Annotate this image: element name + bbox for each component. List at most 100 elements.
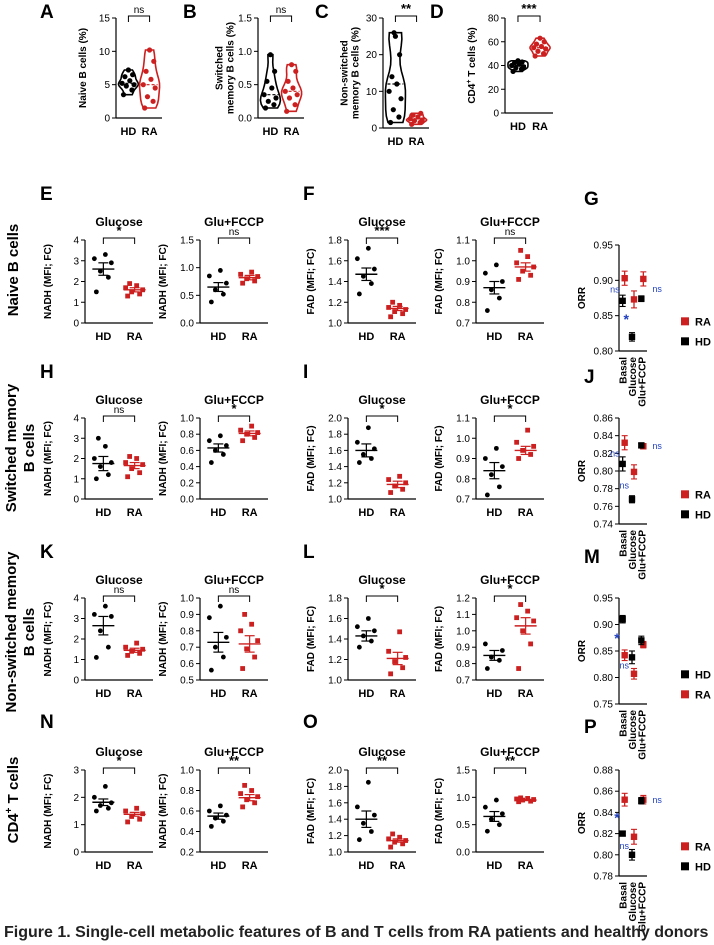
data-point-HD [105, 644, 111, 650]
data-point-RA [294, 92, 300, 98]
x-tick-label: RA [532, 121, 548, 133]
x-tick-label: RA [127, 860, 143, 872]
data-point-HD [484, 828, 490, 834]
data-point-RA [137, 816, 143, 822]
data-point-HD [208, 823, 214, 829]
orr-point-HD [619, 616, 626, 623]
x-tick-label: HD [95, 507, 111, 519]
y-axis-label: ORR [577, 811, 588, 834]
panel-letter: E [40, 184, 53, 205]
row-label-group: Switched memoryB cells [3, 383, 38, 512]
data-point-HD [220, 654, 226, 660]
data-point-RA [516, 666, 522, 671]
y-tick-label: 0.80 [594, 850, 614, 861]
data-point-HD [125, 67, 132, 73]
y-tick-label: 1 [73, 655, 79, 666]
x-tick-label: Glucose [628, 357, 639, 397]
data-point-RA [540, 51, 547, 57]
data-point-HD [488, 816, 494, 822]
data-point-HD [206, 808, 212, 814]
data-point-HD [354, 439, 360, 445]
x-tick-label: Glu+FCCP [637, 882, 648, 932]
data-point-HD [394, 81, 400, 87]
data-point-HD [217, 603, 223, 609]
legend-marker-HD [681, 510, 689, 519]
x-tick-label: HD [510, 121, 526, 133]
y-tick-label: 0.75 [594, 700, 614, 711]
y-tick-label: 40 [488, 61, 500, 72]
y-tick-label: 0.2 [180, 848, 194, 859]
data-point-RA [397, 302, 403, 308]
data-point-RA [531, 45, 537, 51]
significance-label: ** [401, 1, 412, 16]
panel-F2: 0.7 0.8 0.9 1.0 1.1 FAD (MFI; FC) Glu+FCCP HD RA… [434, 215, 544, 343]
panel-letter: N [40, 712, 54, 733]
data-point-HD [91, 256, 97, 262]
panel-letter: J [584, 367, 595, 388]
data-point-RA [238, 427, 244, 433]
data-point-RA [386, 477, 392, 482]
y-tick-label: 0.0 [180, 495, 194, 506]
y-tick-label: 20 [488, 85, 500, 96]
violin-HD [507, 59, 529, 73]
data-point-RA [240, 280, 246, 286]
data-point-HD [356, 291, 362, 297]
panel-letter: G [584, 189, 599, 210]
data-point-HD [220, 818, 226, 824]
y-tick-label: 3 [73, 256, 79, 267]
data-point-HD [519, 59, 525, 65]
data-point-RA [403, 480, 409, 486]
y-tick-label: 0.0 [238, 114, 252, 125]
y-axis-label: FAD (MFI; FC) [434, 425, 445, 491]
y-tick-label: 1.0 [456, 434, 470, 445]
data-point-RA [403, 307, 409, 312]
orr-point-HD [638, 637, 645, 644]
y-tick-label: 1.1 [456, 414, 470, 425]
data-point-RA [400, 665, 406, 671]
y-axis-label: CD4+ T cells (%) [466, 27, 478, 103]
orr-point-RA [630, 468, 638, 476]
data-point-HD [496, 822, 502, 828]
significance-bracket [493, 237, 527, 244]
y-tick-label: 0.76 [594, 502, 614, 513]
data-point-RA [249, 788, 255, 793]
significance-label: ** [505, 753, 516, 768]
data-point-RA [238, 628, 244, 634]
panel-title: Glu+FCCP [480, 215, 540, 229]
y-tick-label: 0.8 [456, 474, 470, 485]
y-tick-label: 0.8 [456, 298, 470, 309]
orr-point-HD [628, 496, 636, 503]
data-point-RA [252, 435, 258, 440]
data-point-RA [123, 644, 129, 650]
y-tick-label: 0.80 [594, 673, 614, 684]
legend-label-HD: HD [695, 861, 711, 873]
data-point-RA [282, 88, 288, 94]
orr-point-HD [619, 830, 626, 837]
data-point-RA [531, 443, 537, 449]
significance-label: ns [652, 284, 662, 294]
data-point-RA [392, 309, 398, 314]
data-point-RA [140, 462, 146, 467]
data-point-HD [356, 837, 362, 843]
x-tick-label: RA [518, 507, 534, 519]
panel-I2: 0.7 0.8 0.9 1.0 1.1 FAD (MFI; FC) Glu+FCCP HD RA… [434, 393, 544, 519]
data-point-HD [108, 260, 114, 266]
x-tick-label: RA [390, 507, 406, 519]
y-tick-label: 0.85 [594, 311, 614, 322]
x-tick-label: RA [242, 688, 258, 700]
data-point-HD [520, 64, 527, 70]
panel-title: Glucose [358, 215, 406, 229]
y-tick-label: 0.86 [594, 787, 614, 798]
data-point-RA [240, 804, 246, 810]
data-point-RA [386, 305, 392, 310]
x-tick-label: RA [142, 126, 158, 138]
data-point-RA [514, 260, 520, 266]
data-point-HD [398, 96, 404, 102]
data-point-HD [493, 262, 499, 268]
significance-bracket [217, 415, 251, 422]
data-point-RA [290, 85, 296, 91]
x-tick-label: HD [95, 331, 111, 343]
panel-M: M 0.75 0.80 0.85 0.90 0.95 ORR BasalGlucoseGlu+… [577, 547, 711, 760]
y-tick-label: 0.4 [180, 462, 194, 473]
y-tick-label: 0.5 [180, 676, 194, 687]
